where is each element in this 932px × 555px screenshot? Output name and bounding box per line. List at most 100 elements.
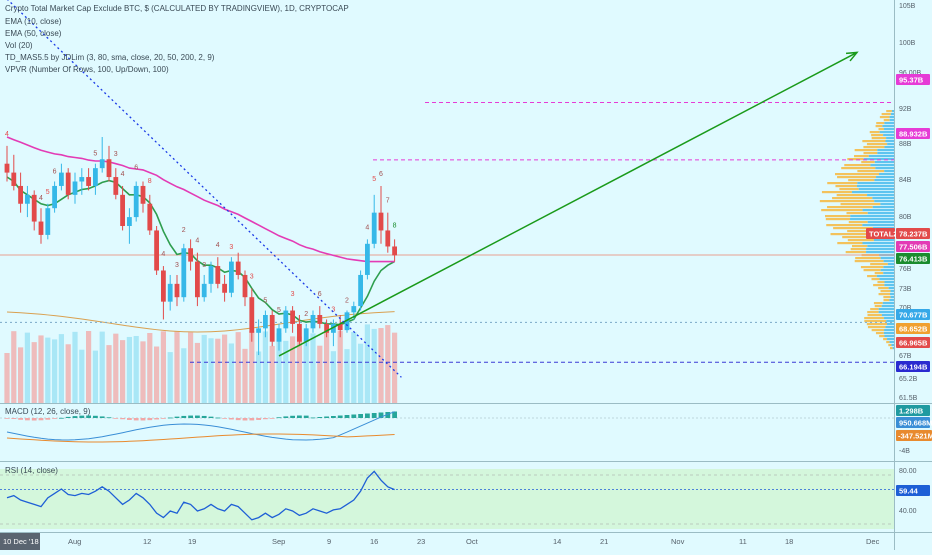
- legend-volume[interactable]: Vol (20): [5, 41, 33, 50]
- price-badges: 95.37B 88.932B TOTAL2 78.237B 77.506B 76…: [866, 74, 930, 372]
- volume-bar: [65, 344, 71, 403]
- vpvr-row-down: [837, 176, 877, 179]
- macd-histogram-bar: [351, 414, 357, 418]
- vpvr-row-down: [842, 236, 878, 239]
- legend-ema50[interactable]: EMA (50, close): [5, 29, 62, 38]
- price-tick: 105B: [899, 3, 916, 10]
- macd-histogram-bar: [201, 415, 207, 418]
- legend-ema10[interactable]: EMA (10, close): [5, 17, 62, 26]
- candle-body: [215, 266, 221, 284]
- time-tick: Aug: [68, 537, 81, 546]
- macd-axis[interactable]: 1.298B 950.668M -347.521M -4B: [896, 405, 932, 455]
- vpvr-row-down: [857, 170, 885, 173]
- volume-bar: [160, 331, 166, 403]
- legend-vpvr[interactable]: VPVR (Number Of Rows, 100, Up/Down, 100): [5, 65, 169, 74]
- vpvr-row-up: [857, 182, 894, 185]
- time-tick: 18: [785, 537, 793, 546]
- time-axis[interactable]: 10 Dec '18 Aug 12 19 Sep 9 16 23 Oct 14 …: [0, 533, 880, 550]
- price-badge-label: 68.652B: [899, 325, 928, 334]
- downtrend-line: [7, 0, 402, 378]
- candle-body: [181, 248, 187, 298]
- td-count-label: 4: [365, 224, 369, 231]
- volume-bar: [330, 351, 336, 403]
- vpvr-row-up: [884, 122, 894, 125]
- macd-histogram-bar: [93, 415, 98, 418]
- vpvr-row-down: [879, 116, 890, 119]
- legend-rsi[interactable]: RSI (14, close): [5, 466, 58, 475]
- macd-histogram-bar: [106, 417, 112, 419]
- macd-histogram-bar: [31, 418, 37, 421]
- volume-bar: [174, 331, 180, 403]
- legend-macd[interactable]: MACD (12, 26, close, 9): [5, 407, 91, 416]
- vpvr-row-down: [821, 191, 852, 194]
- legend-td[interactable]: TD_MAS5.5 by JDLim (3, 80, sma, close, 2…: [5, 53, 215, 62]
- volume-bar: [310, 333, 316, 403]
- macd-histogram-bar: [263, 418, 268, 420]
- vpvr-row-down: [837, 242, 863, 245]
- macd-histogram-bar: [59, 417, 64, 419]
- time-tick: Nov: [671, 537, 685, 546]
- price-tick: 61.5B: [899, 395, 918, 402]
- volume-bar: [24, 332, 30, 403]
- candle-body: [371, 212, 377, 244]
- macd-histogram-bar: [378, 412, 384, 418]
- vpvr-row-up: [880, 203, 894, 206]
- td-count-label: 3: [291, 291, 295, 298]
- volume-bar: [31, 342, 37, 403]
- trendlines[interactable]: [7, 0, 859, 378]
- vpvr-row-up: [883, 317, 894, 320]
- vpvr-row-down: [883, 338, 888, 341]
- vpvr-row-up: [884, 146, 894, 149]
- vpvr-row-up: [887, 338, 894, 341]
- vpvr-row-up: [866, 251, 894, 254]
- price-badge: [896, 228, 930, 239]
- vpvr-row-down: [840, 203, 881, 206]
- vpvr-row-up: [874, 179, 894, 182]
- candle-body: [120, 194, 125, 226]
- candle-body: [337, 323, 343, 331]
- vpvr-row-up: [890, 290, 894, 293]
- vpvr-row-up: [884, 335, 894, 338]
- macd-line-value: 950.668M: [899, 419, 932, 428]
- vpvr-row-up: [879, 278, 894, 281]
- vpvr-row-down: [873, 284, 885, 287]
- macd-histogram-bar: [242, 418, 248, 421]
- vpvr-row-down: [847, 230, 882, 233]
- macd-hist-badge: [896, 405, 930, 416]
- volume-bar: [344, 349, 350, 403]
- vpvr-row-up: [880, 269, 894, 272]
- vpvr-row-up: [887, 263, 894, 266]
- vpvr-row-up: [883, 272, 894, 275]
- vpvr-row-down: [821, 209, 863, 212]
- time-tick: 11: [739, 537, 747, 546]
- price-badge: [896, 361, 930, 372]
- vpvr-row-up: [887, 143, 894, 146]
- macd-histogram-bar: [310, 417, 316, 419]
- price-badge: [896, 253, 930, 264]
- td-count-label: 5: [46, 189, 50, 196]
- rsi-axis[interactable]: 80.00 59.44 40.00: [896, 468, 930, 515]
- volume-bar: [58, 334, 64, 403]
- volume-bar: [167, 352, 173, 403]
- vpvr-row-up: [890, 293, 894, 296]
- macd-histogram-bar: [181, 415, 187, 418]
- vpvr-row-down: [890, 347, 893, 350]
- volume-bar: [188, 332, 194, 403]
- horizontal-levels[interactable]: [0, 102, 894, 363]
- macd-histogram-bar: [229, 418, 234, 420]
- vpvr-row-up: [867, 212, 894, 215]
- price-axis[interactable]: 105B 100B 96.00B 92B 88B 84B 80B 76B 73B…: [899, 3, 922, 402]
- vpvr-row-up: [885, 326, 894, 329]
- candle-body: [174, 283, 180, 298]
- vpvr-row-down: [867, 314, 882, 317]
- vpvr-row-up: [850, 218, 894, 221]
- candle-body: [242, 274, 248, 298]
- candle-body: [188, 248, 193, 262]
- candle-body: [161, 270, 166, 302]
- macd-histogram-bar: [249, 418, 255, 421]
- vpvr-profile: [819, 110, 894, 350]
- candle-body: [113, 177, 119, 195]
- price-badge-label: 76.413B: [899, 255, 928, 264]
